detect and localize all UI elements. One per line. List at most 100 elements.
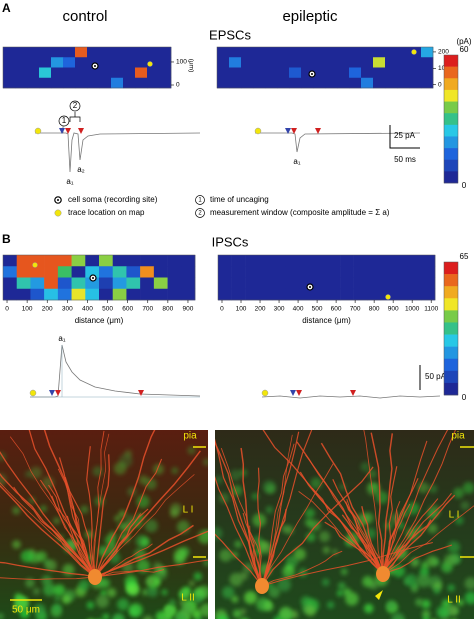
cell-body [391, 612, 405, 619]
dendrite [215, 533, 263, 587]
heatmap-cell [51, 57, 64, 68]
heatmap-cell [312, 288, 327, 301]
heatmap-cell [407, 266, 422, 278]
cell-body [39, 505, 47, 513]
heatmap-cell [361, 57, 374, 68]
cell-body [404, 573, 418, 587]
cell-body [262, 480, 276, 494]
heatmap-cell [153, 266, 168, 278]
cell-body [321, 578, 330, 586]
colorbar-band [444, 171, 458, 184]
layer-label: pia [451, 431, 465, 442]
dendrite [0, 472, 96, 578]
dendrite [257, 467, 263, 587]
heatmap-cell [299, 266, 314, 278]
heatmap-cell [218, 277, 232, 290]
heatmap-cell [217, 77, 230, 89]
heatmap-cell [15, 67, 28, 79]
dendrite [0, 576, 96, 580]
heatmap-cell [367, 255, 382, 267]
heatmap-cell [140, 277, 155, 290]
heatmap-cell [135, 77, 148, 89]
cell-body [366, 481, 381, 496]
heatmap-cell [421, 67, 434, 79]
circled-number: 1 [62, 116, 67, 125]
cell-body [386, 600, 396, 611]
cell-body [411, 585, 418, 593]
heatmap-cell [181, 288, 196, 301]
heatmap-cell [135, 57, 148, 68]
cell-body [202, 458, 208, 466]
heatmap-cell [394, 255, 409, 267]
heatmap-cell [147, 57, 160, 68]
cell-body [33, 603, 46, 616]
cell-body [12, 506, 21, 515]
cell-body [41, 575, 53, 586]
colorbar-min: 0 [462, 181, 467, 190]
heatmap-frame [2, 46, 172, 89]
heatmap-cell [349, 77, 362, 89]
cell-body [52, 603, 62, 612]
cell-body [433, 587, 441, 594]
colorbar-band [444, 322, 458, 335]
heatmap-cell [289, 47, 302, 58]
y-unit: (μm) [187, 59, 194, 73]
heatmap-cell [167, 255, 182, 267]
heatmap-cell [87, 47, 100, 58]
heatmap-cell [75, 77, 88, 89]
heatmap-cell [99, 277, 114, 290]
cell-body [462, 482, 474, 494]
heatmap-cell [337, 67, 350, 79]
heatmap-cell [272, 255, 287, 267]
x-tick-label: 1100 [424, 306, 438, 313]
y-tick-label: 0 [438, 81, 442, 88]
heatmap-cell [397, 67, 410, 79]
colorbar-band [444, 382, 458, 396]
dendrite [94, 474, 195, 578]
cell-body [32, 587, 40, 595]
panel-label: A [2, 1, 11, 15]
heatmap-cell [3, 47, 16, 58]
heatmap-cell [373, 47, 386, 58]
cell-body [54, 595, 61, 602]
colorbar-min: 0 [462, 393, 467, 402]
heatmap-frame [217, 254, 436, 301]
cell-body [231, 551, 238, 558]
trace-marker [147, 61, 153, 67]
heatmap-cell [75, 47, 88, 58]
cell-body [0, 613, 4, 619]
neuron-soma [88, 569, 102, 585]
cell-body [264, 602, 274, 612]
cell-body [86, 601, 95, 610]
x-tick-label: 300 [62, 306, 73, 313]
y-tick-label: 200 [438, 49, 449, 56]
cell-body [229, 572, 243, 587]
heatmap-cell [99, 266, 114, 278]
cell-body [141, 589, 149, 596]
heatmap-cell [159, 77, 172, 89]
x-tick-label: 0 [220, 306, 224, 313]
cell-body [174, 548, 187, 561]
heatmap-cell [421, 277, 436, 290]
cell-body [128, 603, 143, 618]
heatmap-cell [231, 277, 246, 290]
heatmap-cell [277, 47, 290, 58]
cell-body [95, 594, 109, 608]
heatmap-cell [409, 67, 422, 79]
legend-symbol: 2 [198, 211, 202, 217]
cell-body [222, 586, 235, 599]
dendrite [9, 436, 96, 578]
layer-label: L II [181, 593, 195, 604]
heatmap-cell [217, 47, 230, 58]
cell-body [19, 608, 30, 619]
cell-body [42, 583, 57, 597]
cell-body [53, 584, 66, 597]
cell-body [244, 591, 258, 605]
x-tick-label: 900 [388, 306, 399, 313]
cell-body [304, 508, 315, 519]
heatmap-cell [3, 266, 18, 278]
heatmap-cell [289, 77, 302, 89]
legend-symbol: 1 [198, 198, 202, 204]
legend-text: time of uncaging [210, 195, 269, 204]
heatmap-cell [112, 288, 127, 301]
